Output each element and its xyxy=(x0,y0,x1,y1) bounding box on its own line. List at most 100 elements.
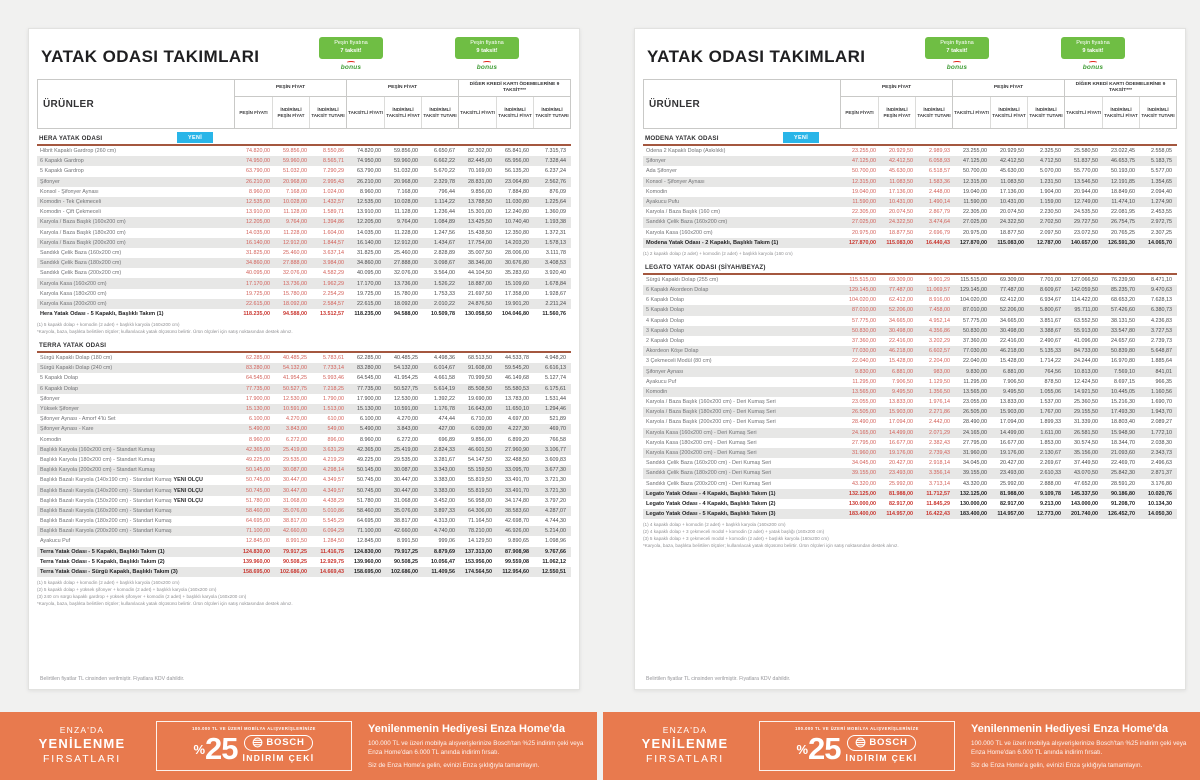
product-name-text: Başlıklı Bazalı Karyola (180x200 cm) - S… xyxy=(40,518,172,525)
discount-percent: % 25 xyxy=(193,733,238,764)
price-cell: 17.094,00 xyxy=(889,419,913,426)
price-cell: 35.007,50 xyxy=(468,249,492,256)
price-cell: 41.954,25 xyxy=(394,375,418,382)
price-cell: 24.535,50 xyxy=(1074,209,1098,216)
price-cell: 183.400,00 xyxy=(849,511,876,518)
banner-cta-text: Siz de Enza Home'a gelin, evinizi Enza ş… xyxy=(368,762,540,770)
product-name: Komodin - Çift Çekmeceli xyxy=(37,209,238,215)
price-cell: 85.508,50 xyxy=(468,385,492,392)
column-group-label: PEŞİN FİYAT xyxy=(841,80,952,97)
price-cell: 12.530,00 xyxy=(283,395,307,402)
product-name: Legato Yatak Odası - 4 Kapaklı, Başlıklı… xyxy=(643,491,844,497)
product-name: Karyola Kasa (200x200 cm) xyxy=(37,301,238,307)
price-cell: 31.068,00 xyxy=(394,497,418,504)
product-name-text: Başlıklı Karyola (180x200 cm) - Standart… xyxy=(40,456,156,463)
footnote: *Karyola, baza, başlıkta belirtilen ölçü… xyxy=(643,542,899,548)
price-cell: 8.565,71 xyxy=(323,158,344,165)
price-cell: 40.485,25 xyxy=(283,355,307,362)
price-cell: 13.910,00 xyxy=(246,209,270,216)
discount-coupon-box: 100.000 TL VE ÜZERİ MOBİLYA ALIŞVERİŞLER… xyxy=(759,721,955,771)
price-cell: 70.169,00 xyxy=(468,168,492,175)
price-cell: 23.055,00 xyxy=(852,399,876,406)
product-section: HERA YATAK ODASI YENİ Hibrit Kapaklı Gardr… xyxy=(37,132,571,336)
column-group-1: PEŞİN FİYAT PEŞİN FİYATI İNDİRİMLİ PEŞİN F… xyxy=(840,80,952,128)
price-cell: 12.530,00 xyxy=(394,395,418,402)
price-cell: 13.546,50 xyxy=(1074,178,1098,185)
bonus-logo: bonus xyxy=(455,59,519,72)
product-name: 2 Kapaklı Dolap xyxy=(643,338,844,344)
sections-container: MODENA YATAK ODASI YENİ Odena 2 Kapaklı Do… xyxy=(643,132,1177,550)
price-cell: 46.218,00 xyxy=(889,348,913,355)
price-cell: 24.165,00 xyxy=(963,429,987,436)
page-header: YATAK ODASI TAKIMLARI Peşin fiyatına 7 tak… xyxy=(37,35,571,79)
price-cell: 22.081,95 xyxy=(1111,209,1135,216)
price-cell: 4.356,86 xyxy=(929,327,950,334)
price-cell: 83.280,00 xyxy=(357,365,381,372)
product-name: Konsol - Şifonyer Aynası xyxy=(37,189,238,195)
price-cell: 1.853,00 xyxy=(1040,439,1061,446)
price-cell: 27.795,00 xyxy=(963,439,987,446)
price-cell: 153.956,00 xyxy=(465,558,492,565)
footnote: (1) 5 kapaklı dolap + komodin (2 adet) +… xyxy=(37,322,180,328)
price-cell: 2.010,22 xyxy=(434,300,455,307)
price-cell: 4.438,29 xyxy=(323,497,344,504)
price-cell: 4.740,00 xyxy=(434,528,455,535)
table-row: Başlıklı Karyola (200x200 cm) - Standart… xyxy=(37,465,571,476)
price-cell: 183.400,00 xyxy=(960,511,987,518)
price-cell: 83.280,00 xyxy=(246,365,270,372)
price-cell: 41.096,00 xyxy=(1074,337,1098,344)
price-cell: 64.695,00 xyxy=(246,518,270,525)
footnote: (2) 4 kapaklı dolap + 3 çekmeceli modül … xyxy=(643,529,825,535)
banner-brand-line-1: ENZA'DA xyxy=(662,725,708,736)
price-cell: 62.285,00 xyxy=(357,355,381,362)
price-cell: 38.817,00 xyxy=(394,518,418,525)
column-header: İNDİRİMLİ TAKSİTLİ FİYAT xyxy=(1102,97,1139,128)
price-cell: 14.065,70 xyxy=(1148,239,1172,246)
table-row: Karyola Kasa (160x200 cm) 20.975,00 18.877… xyxy=(643,228,1177,238)
product-name: Komodin - Tek Çekmeceli xyxy=(37,199,238,205)
price-cell: 8.991,50 xyxy=(286,538,307,545)
price-cell: 1.432,57 xyxy=(323,199,344,206)
price-cell: 31.068,00 xyxy=(283,497,307,504)
price-cell: 87.010,00 xyxy=(852,307,876,314)
product-section: TERRA YATAK ODASI Sürgü Kapaklı Dolap (18… xyxy=(37,341,571,608)
column-group-label: PEŞİN FİYAT xyxy=(235,80,346,97)
price-cell: 42.660,00 xyxy=(394,528,418,535)
price-cell: 124.830,00 xyxy=(354,548,381,555)
price-cell: 3.721,30 xyxy=(545,487,566,494)
product-name-text: Komodin xyxy=(646,388,668,395)
price-cell: 7.168,00 xyxy=(397,188,418,195)
price-cell: 74.820,00 xyxy=(246,148,270,155)
price-cell: 1.899,33 xyxy=(1040,419,1061,426)
price-cell: 6.014,67 xyxy=(434,365,455,372)
products-column-header: ÜRÜNLER xyxy=(43,98,94,110)
price-cell: 26.581,50 xyxy=(1074,429,1098,436)
price-cell: 25.460,00 xyxy=(283,249,307,256)
price-cell: 766,58 xyxy=(549,436,567,443)
price-cell: 42.365,00 xyxy=(246,446,270,453)
price-cell: 17.754,00 xyxy=(468,239,492,246)
price-cell: 49.225,00 xyxy=(246,456,270,463)
price-cell: 3.637,14 xyxy=(323,249,344,256)
price-cell: 54.132,00 xyxy=(394,365,418,372)
table-row: Ayakucu Puf 11.295,00 7.906,50 1.129,50 11.2… xyxy=(643,377,1177,387)
price-cell: 3.281,67 xyxy=(434,456,455,463)
product-name: Konsol - Şifonyer Aynası xyxy=(643,179,844,185)
product-name: Sandıklı Çelik Baza (200x200 cm) xyxy=(37,270,238,276)
price-cell: 59.960,00 xyxy=(394,158,418,165)
price-cell: 4.952,14 xyxy=(929,317,950,324)
price-cell: 2.448,00 xyxy=(929,188,950,195)
price-cell: 20.975,00 xyxy=(963,229,987,236)
price-cell: 12.350,80 xyxy=(505,229,529,236)
product-name: Şifonyer xyxy=(37,179,238,185)
price-cell: 1.159,00 xyxy=(1040,199,1061,206)
price-cell: 85.235,70 xyxy=(1111,287,1135,294)
price-cell: 8.550,86 xyxy=(323,148,344,155)
price-cell: 158.695,00 xyxy=(354,569,381,575)
price-cell: 15.428,00 xyxy=(1000,358,1024,365)
price-cell: 9.856,00 xyxy=(471,188,492,195)
column-group-label: DİĞER KREDİ KARTI ÖDEMELERİNE 9 TAKSİT**… xyxy=(1065,80,1176,97)
price-cell: 1.767,00 xyxy=(1040,409,1061,416)
price-cell: 1.537,00 xyxy=(1040,399,1061,406)
price-cell: 65.841,60 xyxy=(505,148,529,155)
